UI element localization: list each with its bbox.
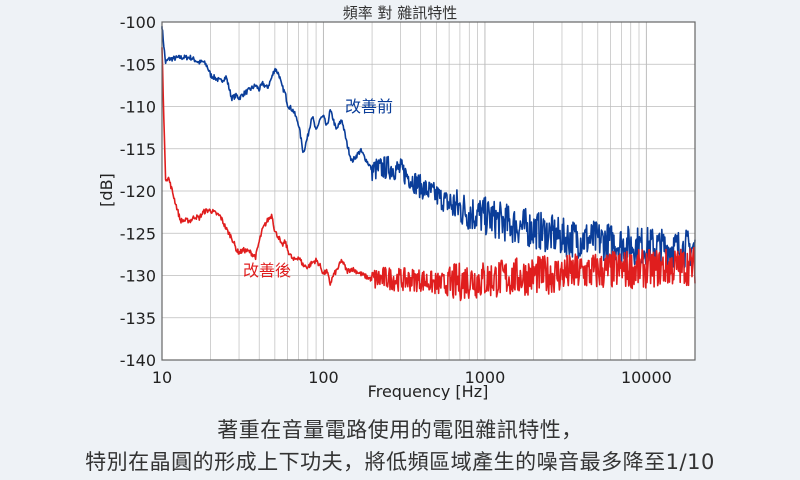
- y-tick-label: -115: [120, 140, 156, 159]
- y-tick-label: -120: [120, 182, 156, 201]
- x-axis-label: Frequency [Hz]: [368, 382, 489, 400]
- x-tick-label: 10000: [621, 368, 672, 387]
- y-axis-label: [dB]: [97, 173, 116, 207]
- caption-line-2: 特別在晶圓的形成上下功夫，將低頻區域產生的噪音最多降至1/10: [85, 450, 715, 474]
- series-line-1: [161, 47, 696, 302]
- x-tick-label: 1000: [465, 368, 506, 387]
- annotation-after: 改善後: [243, 261, 291, 280]
- x-tick-label: 10: [152, 368, 172, 387]
- grid: [162, 22, 695, 360]
- y-tick-label: -105: [120, 55, 156, 74]
- y-tick-label: -130: [120, 267, 156, 286]
- y-tick-labels: -100 -105 -110 -115 -120 -125 -130 -135 -140: [120, 13, 156, 370]
- caption-line-1: 著重在音量電路使用的電阻雜訊特性，: [217, 418, 583, 442]
- annotation-before: 改善前: [345, 97, 393, 116]
- chart-title: 頻率 對 雜訊特性: [343, 4, 458, 22]
- plot-frame: [161, 21, 696, 361]
- noise-chart: 頻率 對 雜訊特性 -100-105-110-115-120-125-130-1…: [97, 4, 696, 400]
- y-tick-label: -135: [120, 309, 156, 328]
- series-group: [161, 26, 696, 302]
- x-tick-label: 100: [308, 368, 339, 387]
- y-tick-label: -140: [120, 351, 156, 370]
- x-tick-labels: 10 100 1000 10000: [152, 368, 672, 387]
- y-tick-label: -100: [120, 13, 156, 32]
- y-tick-label: -125: [120, 224, 156, 243]
- y-tick-label: -110: [120, 98, 156, 117]
